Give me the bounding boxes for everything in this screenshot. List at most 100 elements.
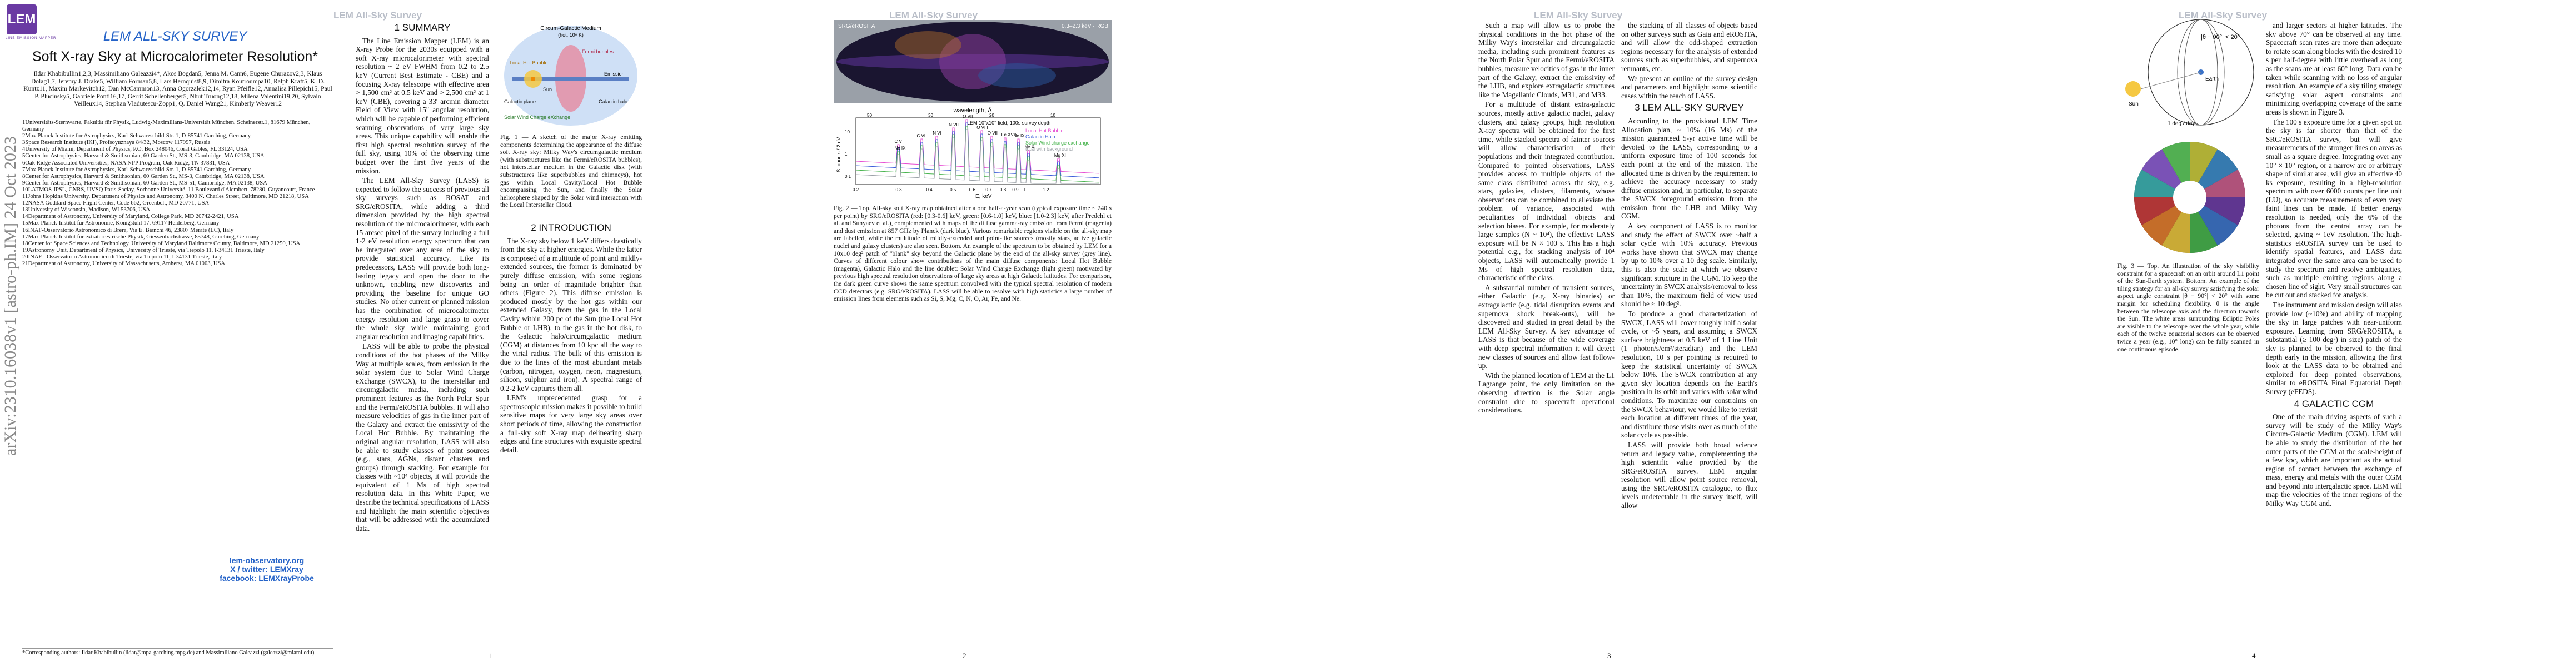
paragraph: the stacking of all classes of objects b…	[1621, 21, 1757, 73]
label-fermi: Fermi bubbles	[582, 49, 614, 54]
author-list: Ildar Khabibullin1,2,3, Massimiliano Gal…	[23, 70, 332, 108]
affiliation-line: 20INAF - Osservatorio Astronomico di Tri…	[22, 253, 222, 260]
north-polar-spur-region	[895, 31, 961, 59]
figure-2-sky-map: SRG/eROSITA 0.3–2.3 keV · RGB	[834, 20, 1112, 103]
paragraph: The instrument and mission design will a…	[2266, 301, 2402, 396]
figure-2-caption: Fig. 2 — Top. All-sky soft X-ray map obt…	[834, 205, 1112, 303]
label-halo: Galactic halo	[599, 99, 627, 104]
emission-line-label: N VII	[949, 122, 959, 127]
paragraph: With the planned location of LEM at the …	[1478, 371, 1615, 415]
label-lhb: Local Hot Bubble	[510, 60, 548, 66]
affiliation-line: 2Max Planck Institute for Astrophysics, …	[22, 133, 251, 140]
tiling-sector	[2141, 197, 2190, 246]
intro-column: 2 INTRODUCTION The X-ray sky below 1 keV…	[500, 220, 642, 455]
legend-entry: Galactic Halo	[1025, 134, 1055, 140]
affiliation-line: 4University of Miami, Department of Phys…	[22, 146, 248, 153]
emission-line-label: Mg XI	[1054, 153, 1066, 158]
day-label: 1 deg / day	[2168, 121, 2195, 127]
x-tick-label: 0.6	[969, 187, 976, 192]
affiliation-line: 3Space Research Institute (IKI), Profsoy…	[22, 140, 211, 146]
page-number: 2	[963, 651, 966, 660]
spectrum-series-0	[855, 119, 1100, 174]
paragraph: A substantial number of transient source…	[1478, 283, 1615, 370]
map-label-right: 0.3–2.3 keV · RGB	[1062, 23, 1108, 29]
figure-3-caption: Fig. 3 — Top. An illustration of the sky…	[2117, 262, 2259, 353]
top-axis-label: wavelength, Å	[953, 107, 992, 114]
y-axis-label: S, counts / 2 eV	[836, 137, 841, 172]
x-tick-label: 0.7	[985, 187, 992, 192]
affiliation-line: 13University of Wisconsin, Madison, WI 5…	[22, 207, 151, 213]
southern-region	[978, 63, 1056, 88]
affiliation-line: 8Center for Astrophysics, Harvard & Smit…	[22, 173, 265, 180]
section-heading-summary: 1 SUMMARY	[394, 22, 451, 33]
top-tick-label: 20	[989, 113, 994, 118]
earth-label: Earth	[2205, 76, 2219, 82]
page-1-right-column: Circum-Galactic Medium (hot, 10⁶ K) Ferm…	[497, 0, 645, 667]
affiliation-line: 10LATMOS-IPSL, CNRS, UVSQ Paris-Saclay, …	[22, 186, 315, 193]
website-link[interactable]: lem-observatory.org	[229, 556, 305, 565]
affiliation-line: 17Max-Planck-Institut für extraterrestri…	[22, 233, 260, 240]
x-tick-label: 0.5	[950, 187, 956, 192]
tiling-sector	[2190, 197, 2238, 246]
affiliation-line: 9Center for Astrophysics, Harvard & Smit…	[22, 180, 267, 186]
section-heading-intro: 2 INTRODUCTION	[531, 222, 611, 233]
affiliation-line: 6Oak Ridge Associated Universities, NASA…	[22, 160, 230, 166]
paragraph: and larger sectors at higher latitudes. …	[2266, 21, 2402, 116]
figure-1-sketch: Circum-Galactic Medium (hot, 10⁶ K) Ferm…	[504, 26, 637, 126]
running-header: LEM All-Sky Survey	[333, 10, 422, 21]
y-tick-label: 1	[845, 152, 848, 157]
label-cgm: Circum-Galactic Medium	[540, 26, 601, 32]
paragraph: The X-ray sky below 1 keV differs drasti…	[500, 236, 642, 392]
emission-line-label: O VII	[988, 131, 998, 136]
spectrum-series-2	[855, 126, 1100, 183]
paragraph: To produce a good characterization of SW…	[1621, 310, 1757, 440]
page-4-column-2: and larger sectors at higher latitudes. …	[2266, 21, 2402, 509]
emission-line-label: Fe XVII	[1001, 132, 1017, 137]
emission-line-label: O VII	[963, 114, 973, 119]
affiliation-line: 14Department of Astronomy, University of…	[22, 213, 239, 220]
y-tick-label: 0.1	[845, 174, 851, 179]
affiliation-line: 1Universitäts-Sternwarte, Fakultät für P…	[22, 120, 311, 133]
sun-symbol	[2125, 81, 2141, 97]
paragraph: The Line Emission Mapper (LEM) is an X-r…	[356, 36, 489, 175]
arxiv-stamp: arXiv:2310.16038v1 [astro-ph.IM] 24 Oct …	[1, 136, 19, 456]
paragraph: LEM's unprecedented grasp for a spectros…	[500, 394, 642, 454]
plot-title: LEM 10°x10° field, 100s survey depth	[967, 120, 1050, 126]
emission-line-label: Ne IX	[894, 146, 906, 151]
affiliation-line: 21Department of Astronomy, University of…	[22, 260, 226, 267]
page-3-column-2: the stacking of all classes of objects b…	[1621, 21, 1757, 511]
emission-line-label: C V	[894, 139, 902, 144]
emission-line-label: C VI	[917, 133, 926, 138]
label-emission: Emission	[604, 71, 625, 77]
legend-entry: Solar Wind charge exchange	[1025, 140, 1090, 146]
label-swcx: Solar Wind Charge eXchange	[504, 115, 570, 120]
paragraph: The LEM All-Sky Survey (LASS) is expecte…	[356, 176, 489, 341]
running-header: LEM All-Sky Survey	[2179, 10, 2268, 21]
y-tick-label: 10	[845, 130, 850, 135]
facebook-link[interactable]: facebook: LEMXrayProbe	[220, 574, 314, 583]
footnote: *Corresponding authors: Ildar Khabibulli…	[22, 648, 333, 656]
tiling-sector	[2141, 149, 2190, 197]
logo-subtitle: LINE EMISSION MAPPER	[6, 37, 57, 40]
x-tick-label: 1.2	[1043, 187, 1049, 192]
affiliation-line: 15Max-Planck-Institut für Astronomie, Kö…	[22, 220, 220, 227]
legend-entry: total with background	[1025, 146, 1073, 152]
paragraph: LASS will provide both broad science ret…	[1621, 440, 1757, 510]
page-number: 1	[489, 651, 493, 660]
page-3: LEM All-Sky Survey Such a map will allow…	[1289, 0, 1934, 667]
label-disk: Galactic plane	[504, 99, 536, 104]
figure-2-spectrum: wavelength, Å LEM 10°x10° field, 100s su…	[836, 107, 1101, 200]
galactic-plane-shape	[512, 77, 629, 81]
twitter-link[interactable]: X / twitter: LEMXray	[230, 565, 303, 574]
top-tick-label: 50	[867, 113, 872, 118]
x-tick-label: 0.8	[1000, 187, 1007, 192]
visibility-ring-outer	[2177, 19, 2225, 126]
ecliptic-pole-region	[2173, 181, 2206, 214]
top-tick-label: 30	[928, 113, 933, 118]
x-tick-label: 0.2	[853, 187, 859, 192]
label-sun: Sun	[543, 87, 552, 92]
paragraph: LASS will be able to probe the physical …	[356, 342, 489, 532]
paragraph: The 100 s exposure time for a given spot…	[2266, 117, 2402, 300]
page-2: LEM All-Sky Survey SRG/eROSITA 0.3–2.3 k…	[645, 0, 1289, 667]
spectrum-series-3	[855, 129, 1099, 184]
